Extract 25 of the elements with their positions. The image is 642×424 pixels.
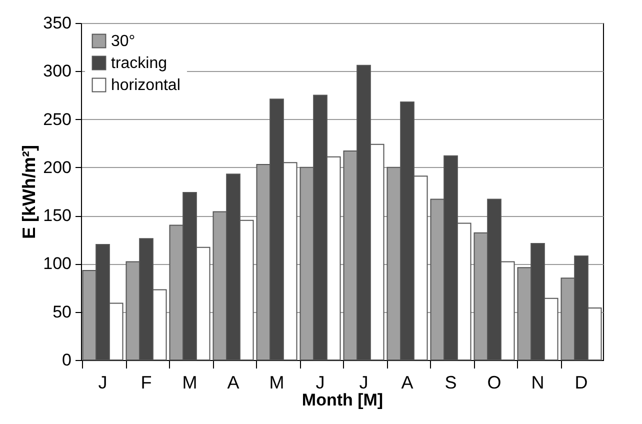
y-tick-label: 250 <box>43 110 72 129</box>
y-tick-label: 200 <box>43 158 72 177</box>
legend-label: horizontal <box>111 77 180 94</box>
x-axis-title: Month [M] <box>302 390 384 410</box>
y-axis-title: E [kWh/m²] <box>19 145 40 239</box>
legend-label: 30° <box>111 33 136 50</box>
legend-label: tracking <box>111 55 168 72</box>
y-tick-label: 100 <box>43 254 72 274</box>
y-tick-label: 300 <box>43 62 72 81</box>
x-tick-label: D <box>574 372 588 392</box>
x-tick-label: M <box>269 372 284 392</box>
y-tick-label: 150 <box>43 206 72 226</box>
y-tick-label: 350 <box>43 14 72 32</box>
x-tick-label: J <box>98 372 108 392</box>
x-tick-label: J <box>359 372 368 392</box>
x-tick-label: S <box>444 372 457 392</box>
x-tick-label: N <box>531 372 544 392</box>
x-tick-label: M <box>182 372 198 392</box>
x-tick-label: F <box>140 372 152 392</box>
x-tick-label: O <box>487 372 502 392</box>
x-tick-label: A <box>401 372 414 392</box>
y-tick-label: 0 <box>62 350 72 370</box>
x-tick-label: J <box>316 372 325 392</box>
y-tick-label: 50 <box>52 302 72 322</box>
x-tick-label: A <box>227 372 240 392</box>
